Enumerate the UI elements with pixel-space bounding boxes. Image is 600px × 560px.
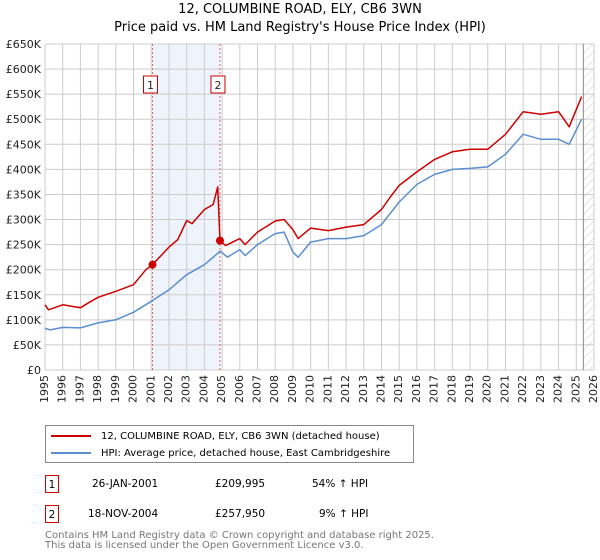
x-tick-label: 2002: [162, 375, 175, 403]
y-tick-label: £350K: [6, 188, 42, 201]
x-tick-label: 2011: [321, 375, 334, 403]
y-tick-label: £550K: [6, 88, 42, 101]
y-tick-label: £600K: [6, 63, 42, 76]
x-tick-label: 2020: [481, 375, 494, 403]
legend-label: 12, COLUMBINE ROAD, ELY, CB6 3WN (detach…: [101, 430, 380, 442]
footer-licence: This data is licensed under the Open Gov…: [45, 540, 364, 551]
transaction-hpi: 54% ↑ HPI: [312, 478, 369, 490]
x-tick-label: 2005: [215, 375, 228, 403]
transaction-hpi: 9% ↑ HPI: [319, 508, 369, 520]
x-tick-label: 2008: [268, 375, 281, 403]
legend-item-hpi: HPI: Average price, detached house, East…: [51, 445, 390, 461]
legend-swatch-blue: [51, 452, 91, 454]
x-tick-label: 2025: [569, 375, 582, 403]
x-tick-label: 1995: [38, 375, 51, 403]
x-tick-label: 2000: [127, 375, 140, 403]
transaction-price: £257,950: [215, 508, 266, 520]
x-tick-label: 2017: [428, 375, 441, 403]
legend-swatch-red: [51, 435, 91, 437]
x-tick-label: 2018: [445, 375, 458, 403]
transaction-date: 18-NOV-2004: [88, 508, 159, 520]
transaction-date: 26-JAN-2001: [92, 478, 159, 490]
x-tick-label: 1999: [109, 375, 122, 403]
x-tick-label: 2016: [410, 375, 423, 403]
x-tick-label: 2021: [498, 375, 511, 403]
y-tick-label: £100K: [6, 314, 42, 327]
x-tick-label: 1998: [91, 375, 104, 403]
y-tick-label: £500K: [6, 113, 42, 126]
x-tick-label: 1997: [73, 375, 86, 403]
footer: Contains HM Land Registry data © Crown c…: [45, 531, 434, 551]
series-line: [44, 118, 583, 331]
x-tick-label: 2022: [516, 375, 529, 403]
legend-item-property: 12, COLUMBINE ROAD, ELY, CB6 3WN (detach…: [51, 428, 380, 444]
y-tick-label: £250K: [6, 239, 42, 252]
y-tick-label: £300K: [6, 214, 42, 227]
sale-badge-label: 1: [147, 79, 154, 92]
x-tick-label: 2015: [392, 375, 405, 403]
x-tick-label: 2004: [197, 375, 210, 403]
footer-copyright: Contains HM Land Registry data © Crown c…: [45, 530, 434, 541]
transaction-row: 2 18-NOV-2004 £257,950 9% ↑ HPI: [45, 505, 465, 525]
sale-badge: 2: [210, 75, 226, 94]
x-tick-label: 2026: [587, 375, 600, 403]
y-tick-label: £50K: [13, 339, 42, 352]
y-tick-label: £0: [27, 364, 41, 377]
sale-point: [215, 236, 224, 245]
forecast-hatch: [583, 44, 594, 370]
x-tick-label: 2010: [304, 375, 317, 403]
x-tick-label: 2014: [374, 375, 387, 403]
line-chart: 1995 1996 1997 1998 1999 2000 2001 2002 2003 2004…: [6, 38, 600, 403]
sale-point: [148, 260, 157, 269]
legend-label: HPI: Average price, detached house, East…: [101, 447, 391, 459]
x-tick-label: 2009: [286, 375, 299, 403]
sale-badge-box: [210, 75, 226, 94]
transaction-row: 1 26-JAN-2001 £209,995 54% ↑ HPI: [45, 475, 465, 495]
x-tick-label: 2006: [233, 375, 246, 403]
y-tick-label: £450K: [6, 138, 42, 151]
chart-title: 12, COLUMBINE ROAD, ELY, CB6 3WN: [178, 2, 422, 17]
y-tick-label: £200K: [6, 264, 42, 277]
y-tick-label: £400K: [6, 163, 42, 176]
x-tick-label: 2013: [357, 375, 370, 403]
series-line: [44, 96, 583, 311]
x-tick-label: 2001: [144, 375, 157, 403]
x-tick-label: 1996: [56, 375, 69, 403]
sale-badge-box: [142, 75, 158, 94]
y-tick-label: £150K: [6, 289, 42, 302]
chart-subtitle: Price paid vs. HM Land Registry's House …: [114, 20, 486, 35]
x-tick-label: 2023: [534, 375, 547, 403]
x-tick-label: 2003: [180, 375, 193, 403]
transaction-badge: 1: [45, 475, 59, 493]
sale-badge: 1: [142, 75, 158, 94]
x-tick-label: 2024: [552, 375, 565, 403]
transaction-price: £209,995: [215, 478, 266, 490]
x-tick-label: 2019: [463, 375, 476, 403]
x-tick-label: 2012: [339, 375, 352, 403]
x-tick-label: 2007: [251, 375, 264, 403]
legend: 12, COLUMBINE ROAD, ELY, CB6 3WN (detach…: [45, 425, 414, 463]
y-tick-label: £650K: [6, 38, 42, 51]
sale-badge-label: 2: [214, 79, 221, 92]
transaction-badge: 2: [45, 505, 59, 523]
